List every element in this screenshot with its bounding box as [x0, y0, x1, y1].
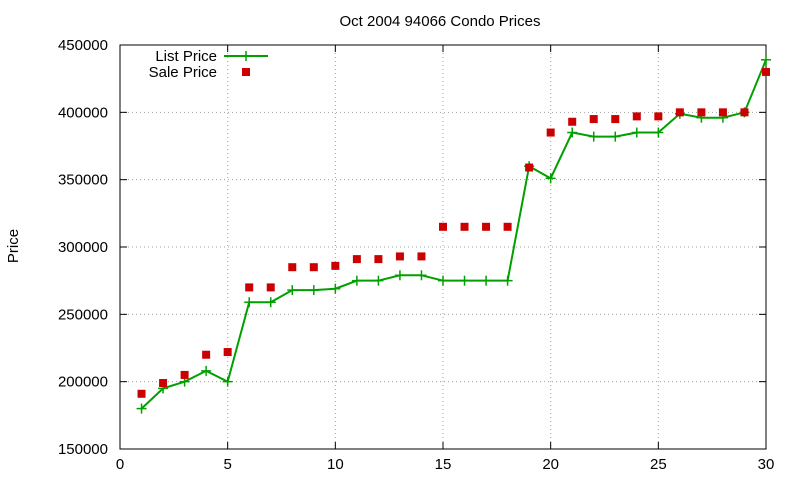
- list-price-point: [265, 297, 276, 308]
- legend-label: List Price: [155, 48, 217, 65]
- sale-price-point: [568, 117, 577, 126]
- list-price-point: [308, 285, 319, 296]
- list-price-point: [761, 54, 771, 65]
- x-tick-label: 30: [758, 456, 775, 473]
- list-price-point: [502, 275, 513, 286]
- list-price-point: [481, 275, 492, 286]
- sale-price-point: [546, 128, 555, 137]
- list-price-point: [459, 275, 470, 286]
- series-layer: [136, 54, 771, 414]
- list-price-point: [201, 365, 212, 376]
- y-tick-label: 150000: [58, 441, 108, 458]
- sale-price-point: [460, 222, 469, 231]
- sale-price-point: [762, 67, 770, 76]
- y-tick-label: 300000: [58, 239, 108, 256]
- legend-marker-square: [242, 68, 250, 76]
- sale-price-point: [632, 112, 641, 121]
- legend-marker-plus: [241, 51, 251, 61]
- x-tick-label: 10: [327, 456, 344, 473]
- x-tick-label: 20: [542, 456, 559, 473]
- sale-price-point: [331, 261, 340, 270]
- x-tick-labels: 0 5 10 15 20 25 30: [116, 456, 775, 473]
- sale-price-point: [137, 389, 146, 398]
- sale-price-point: [525, 163, 534, 172]
- x-tick-label: 0: [116, 456, 124, 473]
- sale-price-point: [503, 222, 512, 231]
- sale-price-point: [309, 263, 318, 272]
- sale-price-point: [718, 108, 727, 117]
- list-price-point: [351, 275, 362, 286]
- sale-price-point: [675, 108, 684, 117]
- sale-price-point: [245, 283, 254, 292]
- sale-price-point: [180, 370, 189, 379]
- x-tick-label: 25: [650, 456, 667, 473]
- list-price-point: [653, 127, 664, 138]
- sale-price-point: [352, 255, 361, 264]
- list-price-point: [567, 127, 578, 138]
- y-axis-label: Price: [5, 229, 22, 263]
- sale-price-point: [654, 112, 663, 121]
- x-tick-label: 5: [223, 456, 231, 473]
- y-tick-label: 350000: [58, 172, 108, 189]
- sale-price-point: [374, 255, 383, 264]
- series-sale-price: [137, 67, 770, 398]
- list-price-point: [244, 297, 255, 308]
- list-price-point: [416, 270, 427, 281]
- y-tick-label: 400000: [58, 104, 108, 121]
- chart-title: Oct 2004 94066 Condo Prices: [340, 13, 541, 30]
- sale-price-point: [611, 115, 620, 124]
- list-price-line: [140, 59, 767, 410]
- sale-price-point: [439, 222, 447, 231]
- sale-price-point: [223, 348, 232, 357]
- x-tick-label: 15: [435, 456, 452, 473]
- y-tick-label: 250000: [58, 306, 108, 323]
- list-price-point: [222, 376, 233, 387]
- sale-price-point: [697, 108, 706, 117]
- list-price-point: [394, 270, 405, 281]
- sale-price-point: [482, 222, 491, 231]
- list-price-point: [610, 131, 621, 142]
- sale-price-point: [202, 350, 211, 359]
- list-price-point: [373, 275, 384, 286]
- list-price-point: [438, 275, 448, 286]
- list-price-point: [545, 173, 556, 184]
- sale-price-point: [159, 379, 168, 388]
- list-price-point: [287, 285, 298, 296]
- sale-price-point: [288, 263, 297, 272]
- y-tick-label: 200000: [58, 374, 108, 391]
- sale-price-point: [589, 115, 598, 124]
- ticks: [119, 44, 767, 450]
- list-price-point: [588, 131, 599, 142]
- series-list-price: [136, 54, 771, 414]
- y-tick-labels: 150000 200000 250000 300000 350000 400000 4500…: [58, 37, 108, 458]
- y-tick-label: 450000: [58, 37, 108, 54]
- list-price-point: [136, 403, 147, 414]
- list-price-point: [330, 283, 341, 294]
- sale-price-point: [740, 108, 749, 117]
- list-price-point: [631, 127, 642, 138]
- sale-price-point: [266, 283, 275, 292]
- sale-price-point: [395, 252, 404, 261]
- sale-price-point: [417, 252, 426, 261]
- legend-label: Sale Price: [149, 64, 217, 81]
